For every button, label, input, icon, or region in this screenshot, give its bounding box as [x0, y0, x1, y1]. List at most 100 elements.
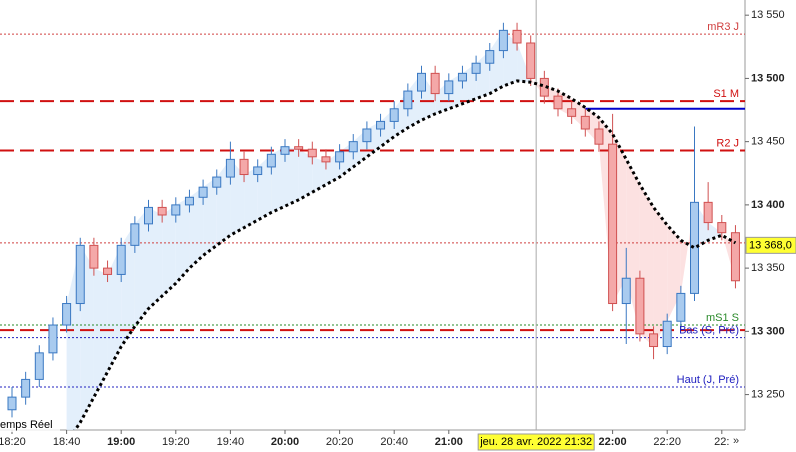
candle-body	[594, 128, 604, 145]
candle-body	[649, 333, 659, 348]
candle-body	[730, 232, 740, 282]
fill-band	[298, 149, 313, 200]
candle-body	[553, 95, 563, 110]
candle-body	[457, 72, 467, 82]
candle-body	[444, 80, 454, 95]
candle-body	[294, 146, 304, 150]
candle-body	[567, 108, 577, 117]
plot-area	[0, 0, 745, 430]
fill-band	[162, 204, 176, 296]
y-tick-label: 13 500	[751, 72, 785, 84]
x-tick-label: 22:00	[599, 436, 627, 448]
status-box	[0, 418, 60, 432]
x-tick-label: 20:40	[380, 436, 408, 448]
candle-body	[7, 396, 17, 411]
candle-body	[212, 176, 222, 188]
x-tick-label: 18:20	[0, 436, 26, 448]
candle-body	[417, 72, 426, 92]
x-tick-label: 20:00	[271, 436, 299, 448]
fill-band	[653, 207, 668, 347]
candle-body	[690, 201, 699, 294]
candle-body	[580, 115, 590, 130]
level-label: mS1 S	[706, 312, 739, 324]
candle-body	[703, 201, 713, 224]
fill-band	[189, 187, 204, 269]
fill-band	[244, 166, 258, 228]
candle-body	[21, 378, 31, 398]
candle-body	[62, 303, 72, 326]
y-tick-label: 13 450	[751, 136, 785, 148]
candle-body	[471, 62, 481, 74]
candle-body	[34, 352, 44, 380]
candle-body	[144, 206, 153, 225]
status-text: emps Réel	[0, 419, 53, 431]
candle-body	[608, 143, 618, 305]
candle-body	[198, 186, 208, 198]
candle-body	[103, 267, 113, 275]
y-tick-label: 13 350	[751, 262, 785, 274]
fill-band	[93, 268, 108, 398]
last-price-box	[745, 236, 796, 254]
candle-body	[348, 141, 358, 153]
candle-body	[526, 42, 536, 79]
candle-body	[225, 158, 235, 178]
fill-band	[285, 146, 299, 207]
y-tick-label: 13 250	[751, 388, 785, 400]
candle-body	[239, 158, 249, 176]
candle-body	[676, 292, 686, 322]
crosshair-label: jeu. 28 avr. 2022 21:32	[479, 436, 592, 448]
level-label: R2 J	[716, 137, 739, 149]
crosshair-label-box	[477, 433, 595, 451]
candle-body	[157, 206, 167, 216]
x-tick-label: 20:20	[326, 436, 354, 448]
candle-body	[403, 90, 413, 110]
moving-average	[73, 79, 737, 430]
candle-body	[266, 153, 276, 168]
candle-body	[389, 108, 399, 122]
level-label: Bas (S, Pré)	[679, 325, 739, 337]
fill-band	[230, 159, 245, 236]
level-label: Haut (J, Pré)	[677, 374, 739, 386]
candle-body	[75, 244, 85, 305]
last-price-label: 13 368,0	[749, 239, 792, 251]
candle-body	[376, 120, 386, 130]
level-label: mR3 J	[707, 21, 739, 33]
x-tick-label: 19:40	[217, 436, 245, 448]
x-tick-label: 22:	[714, 436, 729, 448]
candle-body	[171, 204, 181, 216]
candle-body	[621, 277, 631, 305]
fill-band	[312, 156, 326, 193]
level-label: S1 M	[713, 88, 739, 100]
candle-body	[321, 156, 331, 163]
y-tick-label: 13 400	[751, 199, 785, 211]
candle-body	[116, 244, 126, 275]
candle-body	[89, 244, 99, 269]
candle-body	[130, 223, 140, 246]
x-tick-label: 21:00	[435, 436, 463, 448]
candle-body	[430, 72, 440, 95]
x-tick-label: 19:20	[162, 436, 190, 448]
fill-band	[148, 207, 163, 309]
candle-body	[635, 277, 645, 335]
scroll-button[interactable]: »	[733, 435, 739, 447]
x-tick-label: 22:20	[653, 436, 681, 448]
candle-body	[280, 146, 290, 155]
candle-body	[335, 151, 345, 163]
candle-body	[307, 148, 317, 158]
candle-body	[498, 29, 508, 52]
candle-body	[512, 29, 522, 44]
y-tick-label: 13 300	[751, 325, 785, 337]
candle-body	[184, 196, 194, 206]
fill-band	[107, 245, 122, 372]
candle-body	[485, 50, 495, 64]
candle-body	[362, 128, 372, 143]
fill-band	[175, 197, 190, 284]
x-tick-label: 19:00	[107, 436, 135, 448]
candle-body	[662, 320, 672, 348]
candle-body	[48, 324, 58, 354]
candle-body	[253, 166, 263, 176]
x-tick-label: 18:40	[53, 436, 81, 448]
candle-body	[717, 222, 727, 234]
y-tick-label: 13 550	[751, 9, 785, 21]
